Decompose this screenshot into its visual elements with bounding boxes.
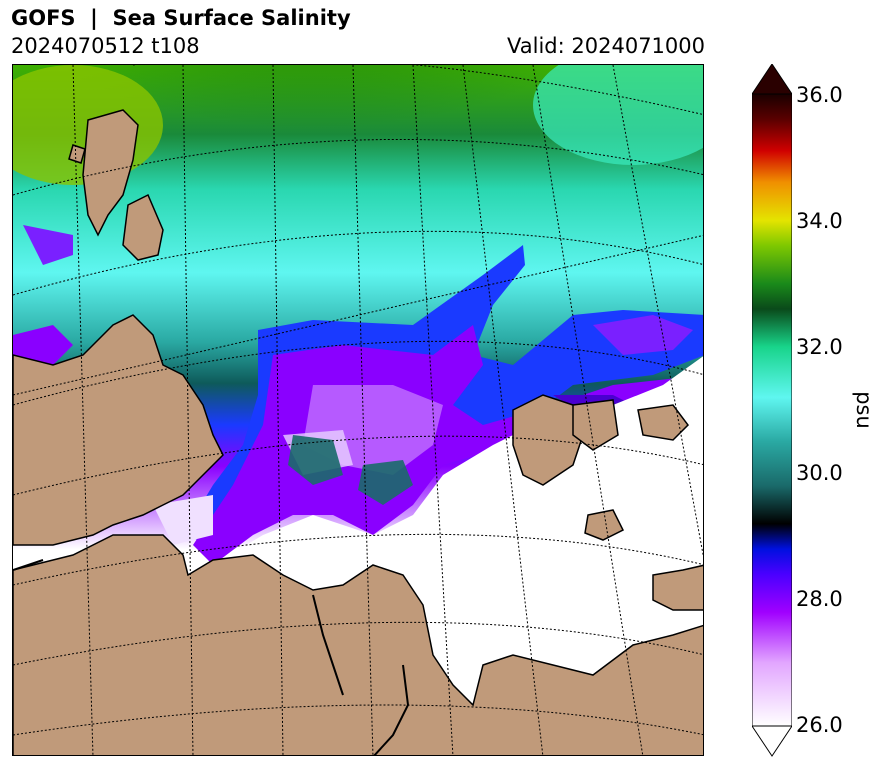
island-east-2 <box>572 399 619 451</box>
colorbar-tick-32: 32.0 <box>796 335 843 359</box>
western-landmass <box>13 314 224 546</box>
valid-time: Valid: 2024071000 <box>507 34 705 58</box>
green-salinity-region <box>53 65 573 225</box>
map-title: GOFS | Sea Surface Salinity <box>11 6 351 30</box>
light-green-region <box>533 65 703 165</box>
land-masses <box>13 109 703 755</box>
island-east-4 <box>584 509 625 541</box>
colorbar-min-extend <box>752 725 792 757</box>
colorbar-tick-30: 30.0 <box>796 461 843 485</box>
colorbar-max-extend <box>752 64 792 95</box>
colorbar-tick-36: 36.0 <box>796 83 843 107</box>
colorbar-unit-label: psu <box>852 391 876 429</box>
island-northwest <box>82 109 139 237</box>
rivers <box>13 559 410 755</box>
graticule <box>13 65 703 755</box>
island-northwest-2 <box>122 193 164 261</box>
island-east-5 <box>652 564 703 611</box>
forecast-init-time: 2024070512 t108 <box>11 34 200 58</box>
colorbar-gradient <box>752 93 792 727</box>
salinity-map-canvas <box>13 65 703 755</box>
colorbar-tick-28: 28.0 <box>796 587 843 611</box>
colorbar-tick-26: 26.0 <box>796 713 843 737</box>
colorbar <box>752 64 792 757</box>
colorbar-tick-34: 34.0 <box>796 209 843 233</box>
southern-mainland <box>13 534 703 755</box>
salinity-map[interactable] <box>12 64 704 756</box>
